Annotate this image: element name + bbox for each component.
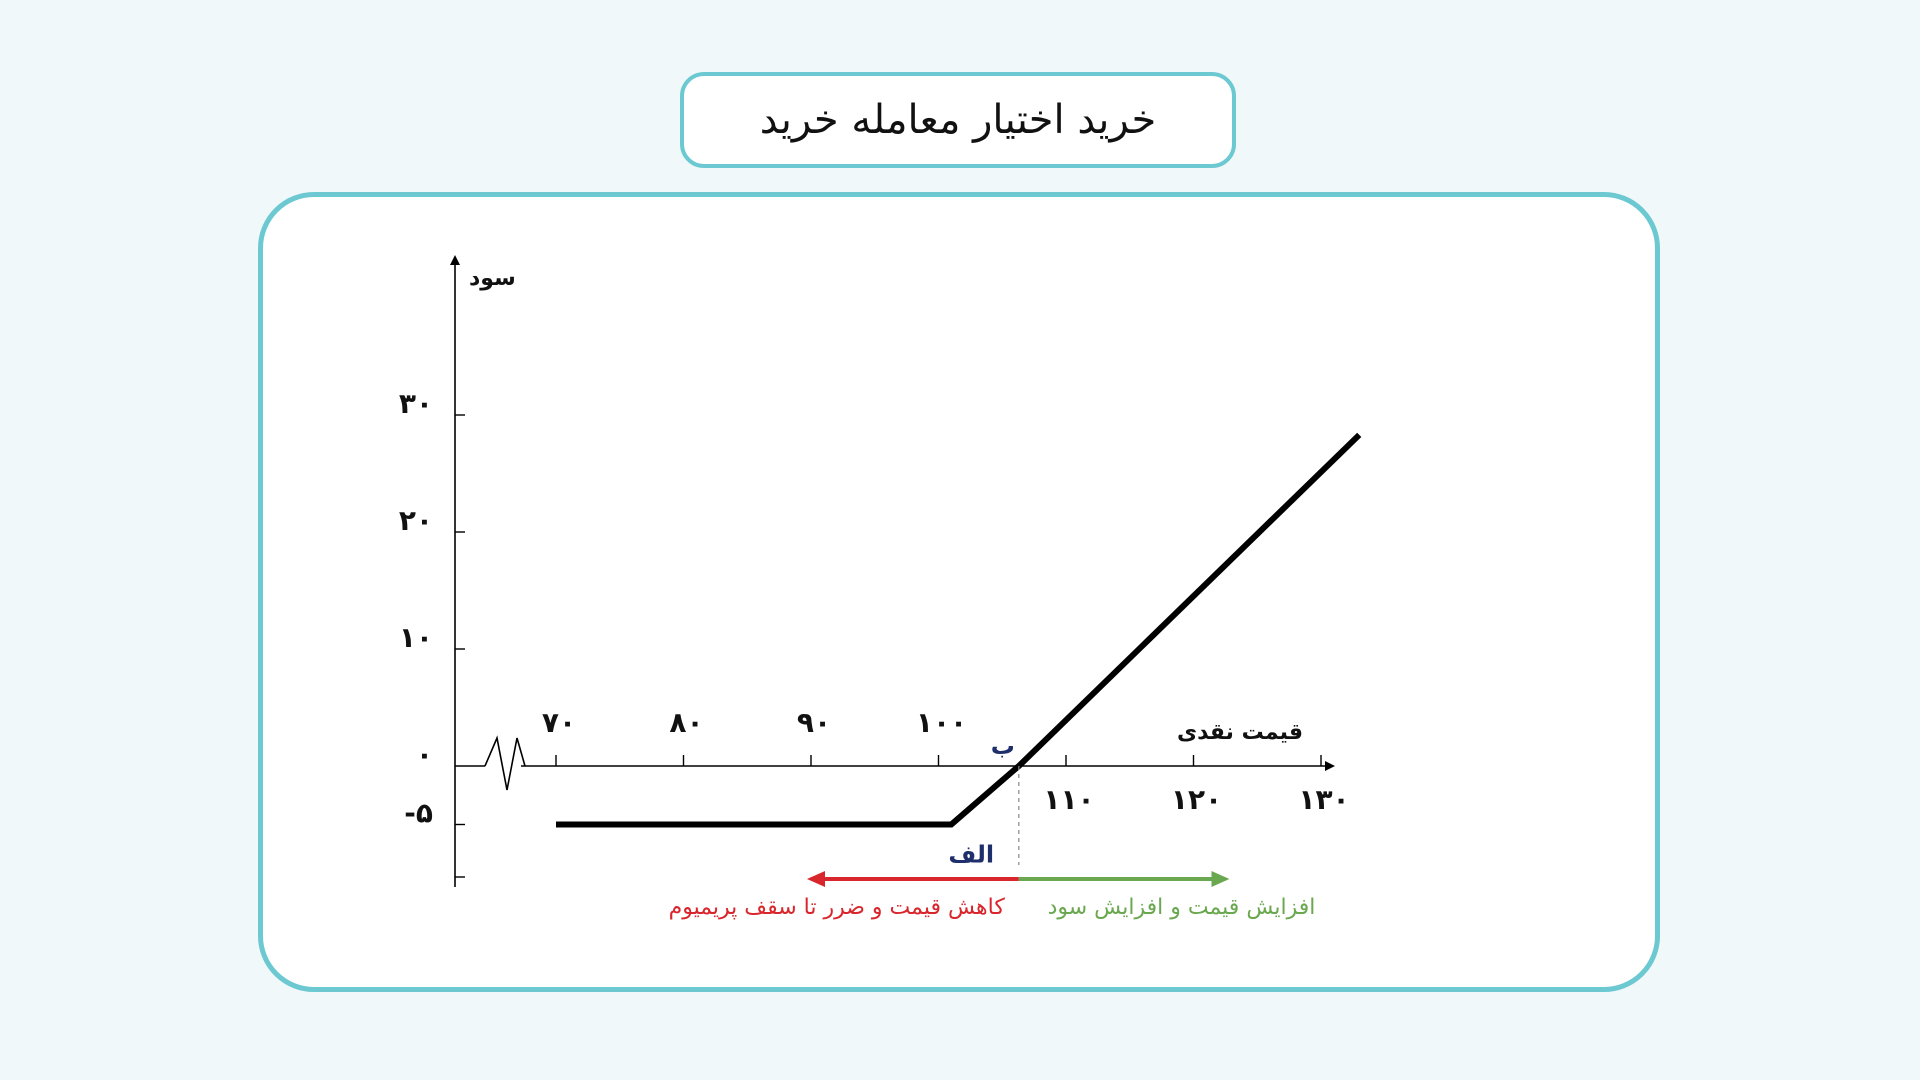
point-label-a: الف (948, 841, 994, 869)
y-tick-label: -۵ (404, 797, 433, 830)
loss-arrow-label: کاهش قیمت و ضرر تا سقف پریمیوم (669, 895, 1006, 920)
y-tick-label: ۳۰ (399, 387, 433, 420)
x-tick-label: ۱۳۰ (1298, 783, 1349, 816)
x-tick-label: ۷۰ (542, 706, 576, 739)
chart-card: سود قیمت نقدی ۳۰ ۲۰ ۱۰ ۰ -۵ ۷۰ ۸۰ ۹۰ ۱۰۰ ۱۱۰ ۱۲۰ ۱۳۰… (258, 192, 1660, 992)
chart-title: خرید اختیار معامله خرید (759, 97, 1157, 143)
payoff-line (556, 432, 1362, 828)
y-tick-label: ۱۰ (399, 621, 433, 654)
chart-title-box: خرید اختیار معامله خرید (680, 72, 1236, 168)
x-tick-label: ۸۰ (669, 706, 703, 739)
x-tick-label: ۱۰۰ (916, 706, 967, 739)
y-tick-label: ۰ (416, 738, 433, 771)
x-tick-label: ۱۱۰ (1043, 783, 1094, 816)
x-tick-label: ۹۰ (797, 706, 831, 739)
y-axis-title: سود (469, 266, 516, 291)
y-tick-label: ۲۰ (399, 504, 433, 537)
x-tick-label: ۱۲۰ (1171, 783, 1222, 816)
gain-arrow-label: افزایش قیمت و افزایش سود (1048, 895, 1316, 920)
x-axis-title: قیمت نقدی (1177, 720, 1303, 745)
point-label-b: ب (991, 732, 1015, 760)
axis-break-zigzag (484, 735, 526, 791)
